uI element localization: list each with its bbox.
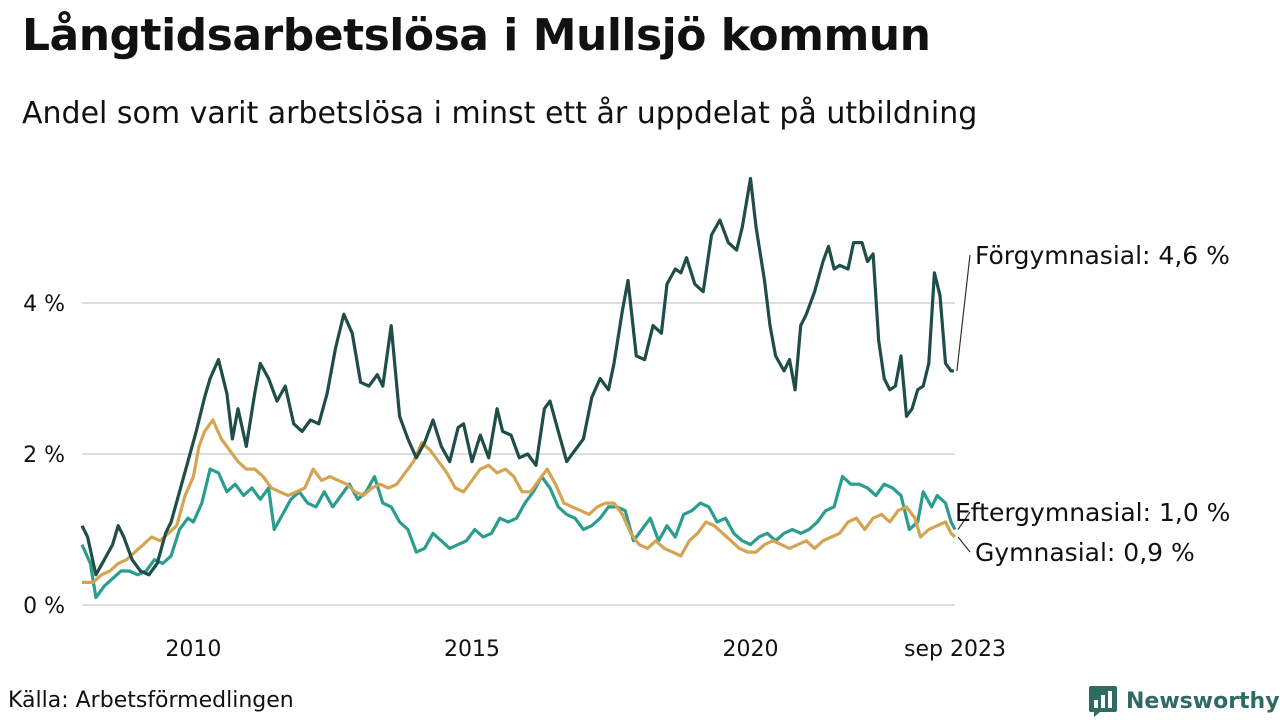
leader-line-0 [956, 254, 971, 372]
x-axis-ticks: 2010 2015 2020 sep 2023 [165, 637, 1006, 662]
chart-title: Långtidsarbetslösa i Mullsjö kommun [22, 10, 931, 61]
end-label-eftergymnasial: Eftergymnasial: 1,0 % [955, 498, 1230, 527]
end-labels: Förgymnasial: 4,6 % Eftergymnasial: 1,0 %… [955, 241, 1230, 567]
y-tick-label-0: 0 % [23, 594, 65, 619]
y-axis-ticks: 0 % 2 % 4 % [23, 292, 65, 619]
brand-name: Newsworthy [1126, 688, 1280, 714]
series-line-gymnasial [82, 418, 957, 584]
y-tick-label-2: 4 % [23, 292, 65, 317]
x-tick-label-1: 2015 [444, 637, 500, 662]
series-line-förgymnasial [80, 176, 954, 577]
leader-line-2 [957, 536, 971, 553]
y-tick-label-1: 2 % [23, 443, 65, 468]
x-tick-label-3: sep 2023 [904, 637, 1006, 662]
brand-logo[interactable]: Newsworthy [1088, 684, 1280, 718]
chart-subtitle: Andel som varit arbetslösa i minst ett å… [22, 96, 978, 131]
series-line-eftergymnasial [80, 467, 957, 600]
source-note: Källa: Arbetsförmedlingen [8, 688, 294, 713]
x-tick-label-2: 2020 [723, 637, 779, 662]
end-label-förgymnasial: Förgymnasial: 4,6 % [975, 241, 1230, 270]
series-lines [80, 176, 957, 600]
newsworthy-logo-icon [1089, 686, 1117, 717]
leader-line-1 [957, 511, 971, 530]
x-tick-label-0: 2010 [165, 637, 221, 662]
end-label-gymnasial: Gymnasial: 0,9 % [975, 538, 1195, 567]
